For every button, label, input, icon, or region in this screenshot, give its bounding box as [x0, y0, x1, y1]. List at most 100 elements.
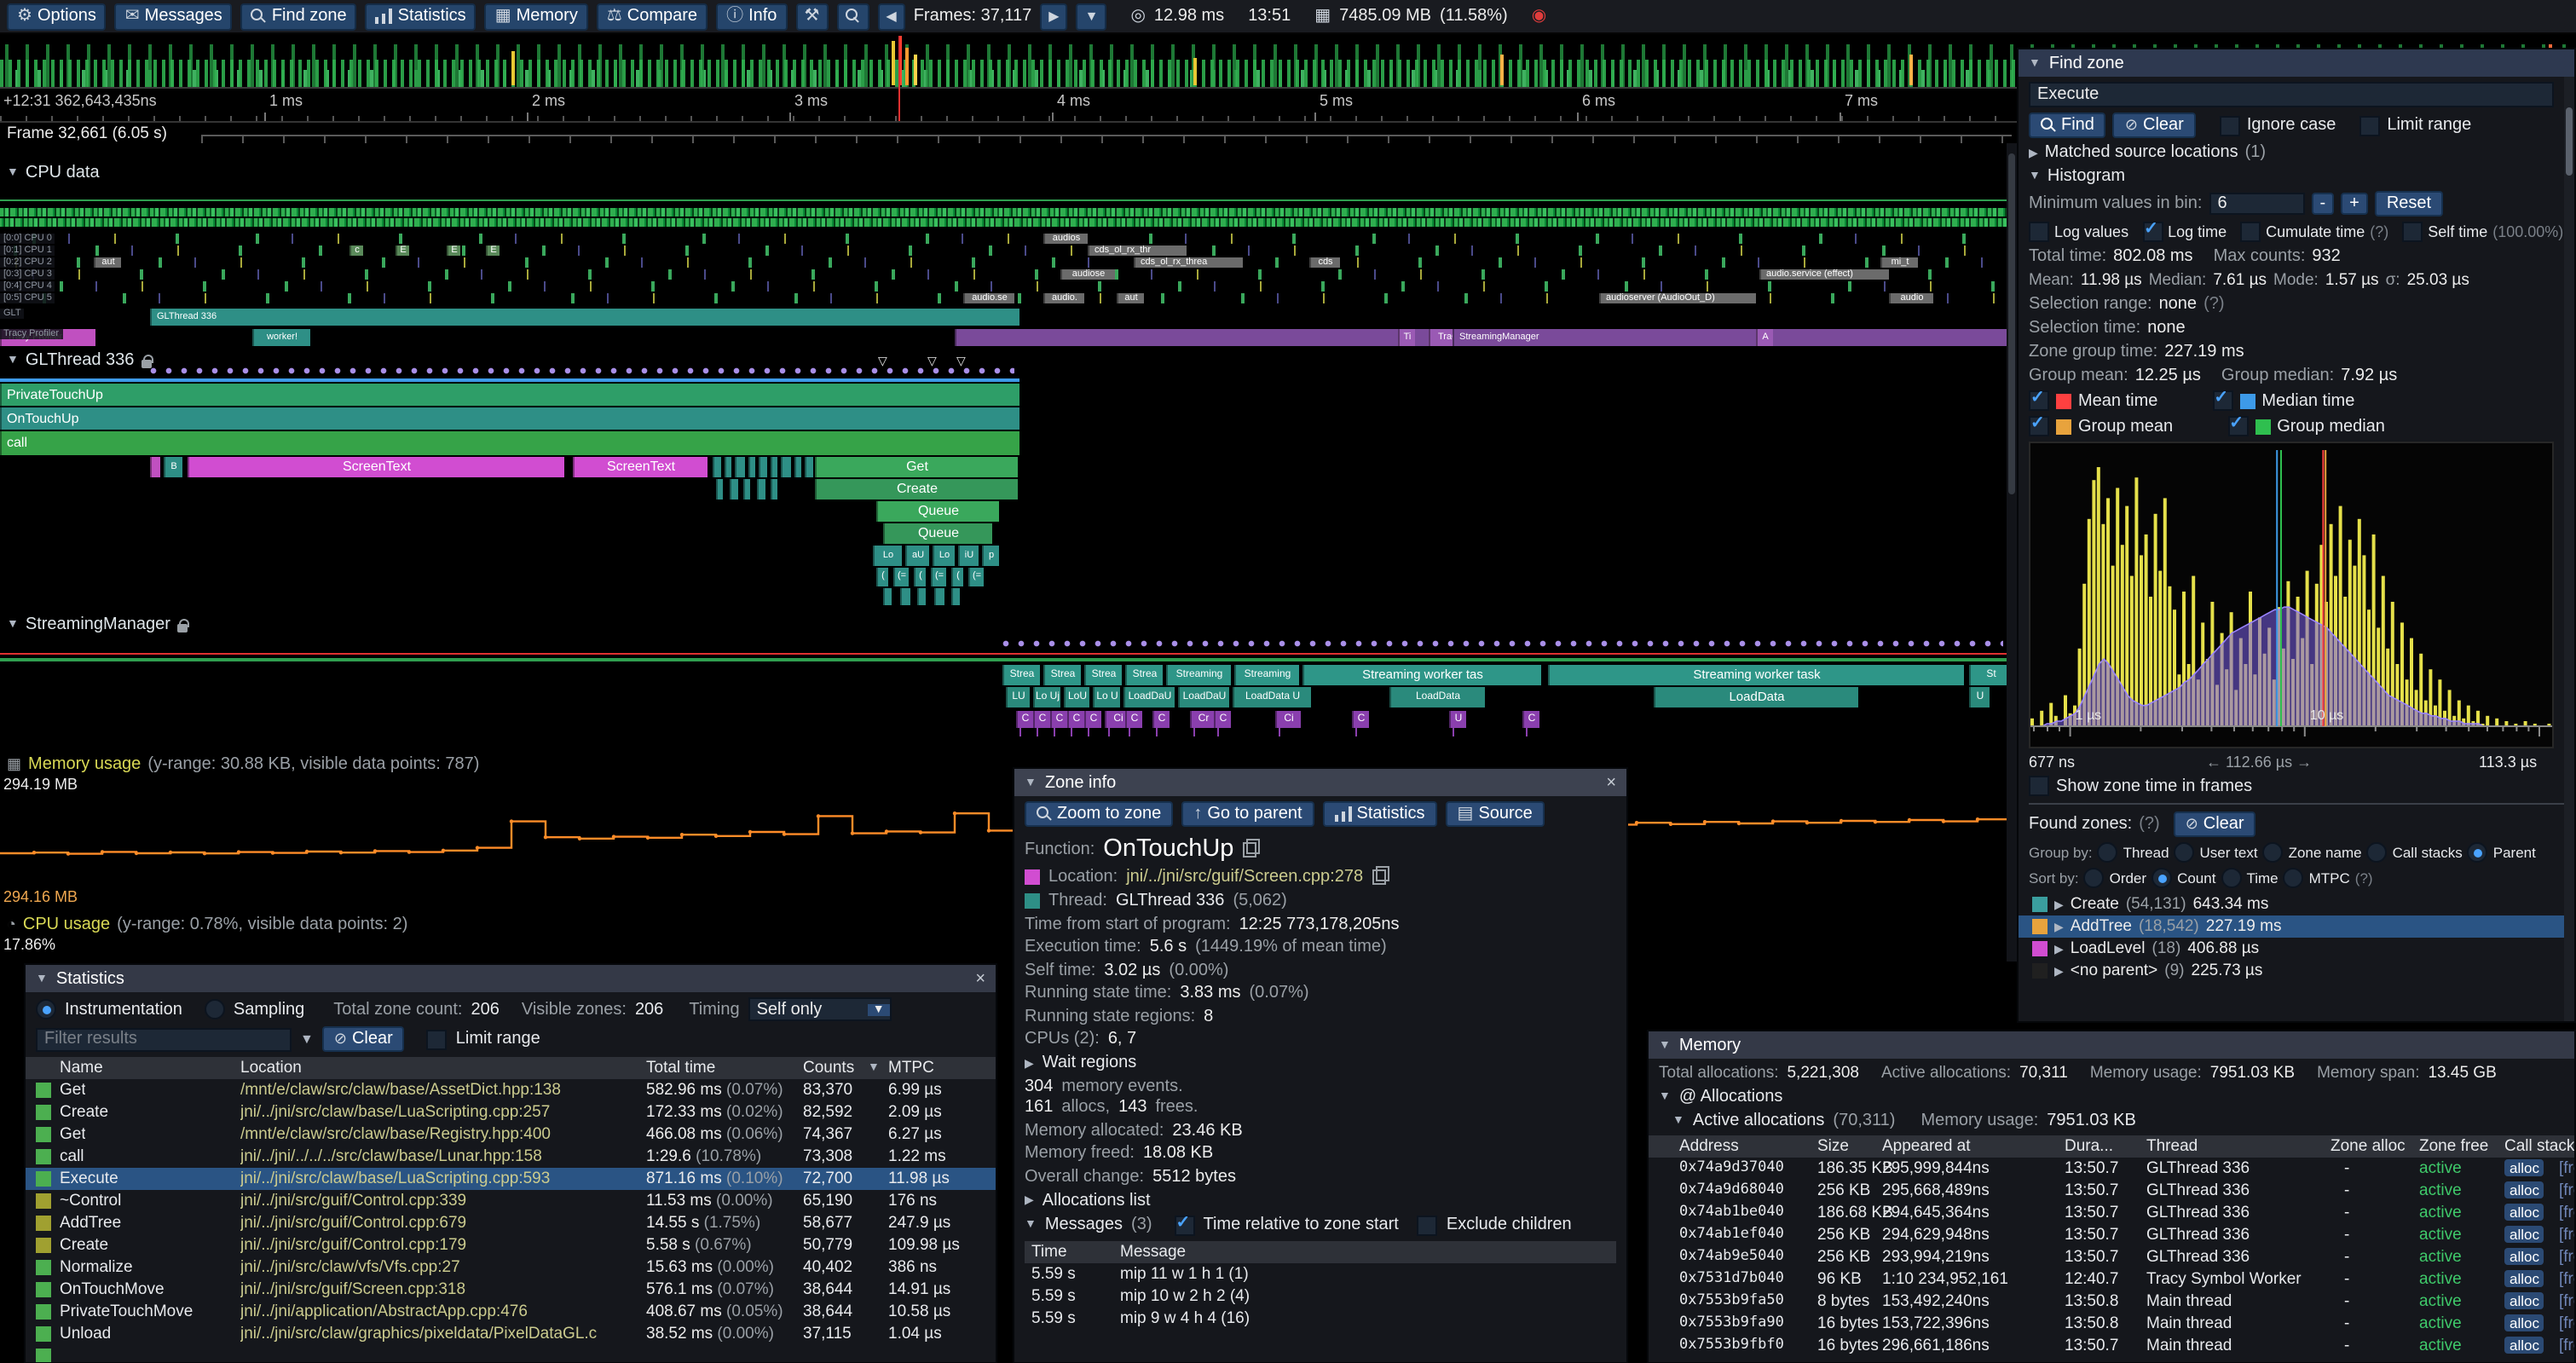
collapse-icon[interactable]: ▼	[1659, 1091, 1671, 1103]
radio-call-stacks[interactable]	[2366, 842, 2388, 863]
streaming-zone[interactable]: Streaming	[1166, 665, 1231, 685]
min-bin-increase-button[interactable]: +	[2341, 193, 2368, 215]
cpu-zone[interactable]: audiose	[1060, 269, 1115, 280]
message-row[interactable]: 5.59 s mip 9 w 4 h 4 (16)	[1031, 1308, 1250, 1327]
wait-regions-label[interactable]: Wait regions	[1042, 1054, 1137, 1072]
table-row[interactable]: 0x74a9d37040 186.35 KB 295,999,844ns 13:50.…	[1679, 1159, 2574, 1178]
found-zone-row[interactable]: ▶ <no parent> (9) 225.73 µs	[2019, 960, 2574, 982]
table-row[interactable]: 0x74ab1ef040 256 KB 294,629,948ns 13:50.7 GL…	[1679, 1226, 2574, 1245]
expand-icon[interactable]: ▶	[1025, 1058, 1034, 1070]
found-zone-row[interactable]: ▶ AddTree (18,542) 227.19 ms	[2019, 915, 2574, 938]
zone[interactable]	[883, 588, 892, 605]
zone[interactable]: Lo	[873, 546, 902, 566]
tools-button[interactable]: ⚒	[795, 3, 829, 30]
streaming-mark[interactable]: C	[1084, 711, 1101, 728]
zone[interactable]	[951, 588, 960, 605]
streaming-zone[interactable]: LoadData U	[1233, 687, 1311, 707]
message-row[interactable]: 5.59 s mip 11 w 1 h 1 (1)	[1031, 1264, 1249, 1283]
cpu-zone[interactable]: audios	[1043, 234, 1088, 244]
zone[interactable]: (	[951, 568, 963, 586]
show-zone-time-checkbox[interactable]	[2029, 776, 2049, 796]
toolbar-button-compare[interactable]: ⚖ Compare	[596, 3, 708, 30]
matched-locations-label[interactable]: Matched source locations	[2044, 143, 2238, 162]
scrollbar-thumb[interactable]	[2566, 107, 2573, 176]
table-row[interactable]: Normalize jni/../jni/src/claw/vfs/Vfs.cpp…	[26, 1256, 996, 1279]
streaming-mark[interactable]: C	[1033, 711, 1050, 728]
find-zone-scrollbar[interactable]	[2564, 77, 2574, 1021]
table-row[interactable]: 0x74a9d68040 256 KB 295,668,489ns 13:50.7 GL…	[1679, 1181, 2574, 1200]
thread-zone[interactable]: call	[0, 431, 1019, 455]
legend-checkbox-median-time[interactable]	[2212, 389, 2233, 411]
zone[interactable]: Get	[815, 457, 1018, 477]
active-allocations-label[interactable]: Active allocations	[1692, 1112, 1825, 1130]
cpu-zone[interactable]: c	[349, 245, 363, 256]
table-row[interactable]: 0x7531d7b040 96 KB 1:10 234,952,161 12:40.7…	[1679, 1270, 2574, 1289]
cpu-zone[interactable]: E	[486, 245, 500, 256]
cpu-zone[interactable]: audio.se	[963, 293, 1014, 303]
toolbar-button-statistics[interactable]: Statistics	[365, 3, 477, 30]
streaming-mark[interactable]: Ci	[1275, 711, 1301, 728]
zone[interactable]: (	[914, 568, 926, 586]
zone[interactable]: aU	[905, 546, 929, 566]
clear-button[interactable]: ⊘ Clear	[2112, 113, 2196, 138]
timeline-scrollbar[interactable]	[2007, 143, 2017, 962]
zone[interactable]	[757, 479, 765, 500]
memory-table-header[interactable]: Address Size Appeared at Dura... Thread Zone …	[1649, 1135, 2574, 1158]
thread-zone[interactable]: OnTouchUp	[0, 407, 1019, 430]
log-values-checkbox[interactable]	[2029, 222, 2049, 242]
table-row[interactable]: Get/mnt/e/claw/src/claw/base/Registry.hp…	[26, 1123, 996, 1146]
radio-count[interactable]	[2151, 868, 2173, 888]
zone-info-button-go-to-parent[interactable]: ↑ Go to parent	[1181, 801, 1314, 827]
streaming-mark[interactable]: Cr	[1190, 711, 1216, 728]
memory-usage-plot[interactable]	[0, 784, 2014, 887]
zone[interactable]: (=	[931, 568, 946, 586]
filter-funnel-icon[interactable]: ▼	[300, 1031, 314, 1047]
min-bin-input[interactable]: 6	[2209, 193, 2305, 215]
table-row[interactable]: 0x7553b9fa50 8 bytes 153,492,240ns 13:50.8 M…	[1679, 1292, 2574, 1311]
streaming-mark[interactable]: C	[1125, 711, 1142, 728]
zone[interactable]	[934, 588, 944, 605]
table-row[interactable]: ~Control jni/../jni/src/guif/Control.cpp:…	[26, 1190, 996, 1212]
zone[interactable]	[743, 479, 750, 500]
messages-table-header[interactable]: Time Message	[1025, 1240, 1616, 1262]
close-icon[interactable]: ×	[975, 969, 985, 988]
statistics-titlebar[interactable]: ▼ Statistics ×	[26, 965, 996, 992]
zone[interactable]: (=	[893, 568, 909, 586]
time-relative-checkbox[interactable]	[1174, 1213, 1195, 1235]
table-row[interactable]: Unload jni/../jni/src/claw/graphics/pixel…	[26, 1323, 996, 1345]
zone[interactable]	[900, 588, 910, 605]
cpu-zone[interactable]: aut	[94, 257, 121, 268]
next-frame-button[interactable]: ▶	[1040, 3, 1068, 30]
table-row[interactable]: Create jni/../jni/src/claw/base/LuaScript…	[26, 1101, 996, 1123]
streaming-zone[interactable]: Streaming	[1234, 665, 1299, 685]
close-icon[interactable]: ×	[1606, 773, 1616, 792]
allocations-tab-label[interactable]: @ Allocations	[1678, 1088, 1783, 1106]
table-row[interactable]: 0x7553b9fa90 16 bytes 153,722,396ns 13:50.8…	[1679, 1314, 2574, 1333]
table-row[interactable]: Get/mnt/e/claw/src/claw/base/AssetDict.h…	[26, 1079, 996, 1101]
radio-mtpc[interactable]	[2283, 868, 2304, 888]
zone[interactable]	[781, 457, 791, 477]
zone[interactable]	[713, 457, 721, 477]
streaming-mark[interactable]: C	[1016, 711, 1033, 728]
zone[interactable]: ScreenText	[188, 457, 564, 477]
find-zone-input[interactable]: Execute	[2029, 82, 2554, 107]
legend-checkbox-mean-time[interactable]	[2029, 389, 2049, 411]
zone[interactable]	[150, 457, 160, 477]
cpu-zone[interactable]: Ti	[1398, 329, 1415, 346]
streaming-header[interactable]: ▼ StreamingManager	[7, 615, 189, 634]
cpu-zone[interactable]: GLThread 336	[150, 309, 1019, 326]
table-row[interactable]: Execute jni/../jni/src/claw/base/LuaScrip…	[26, 1168, 996, 1190]
cpu-zone[interactable]: cds_ol_rx_thr	[1088, 245, 1187, 256]
streaming-zone[interactable]: Streaming worker task	[1548, 665, 1964, 685]
zone[interactable]	[805, 457, 813, 477]
zone[interactable]	[730, 479, 738, 500]
find-button[interactable]: Find	[2029, 113, 2106, 138]
zone[interactable]: (=	[968, 568, 984, 586]
cpu-zone[interactable]: worker!	[252, 329, 310, 346]
zone[interactable]: (	[876, 568, 888, 586]
cpu-zone[interactable]: E	[396, 245, 409, 256]
found-zone-row[interactable]: ▶ LoadLevel (18) 406.88 µs	[2019, 938, 2574, 960]
cpu-zone[interactable]: cds	[1309, 257, 1340, 268]
streaming-zone[interactable]: Strea	[1084, 665, 1122, 685]
table-row[interactable]: OnTouchMove jni/../jni/src/guif/Screen.cp…	[26, 1279, 996, 1301]
